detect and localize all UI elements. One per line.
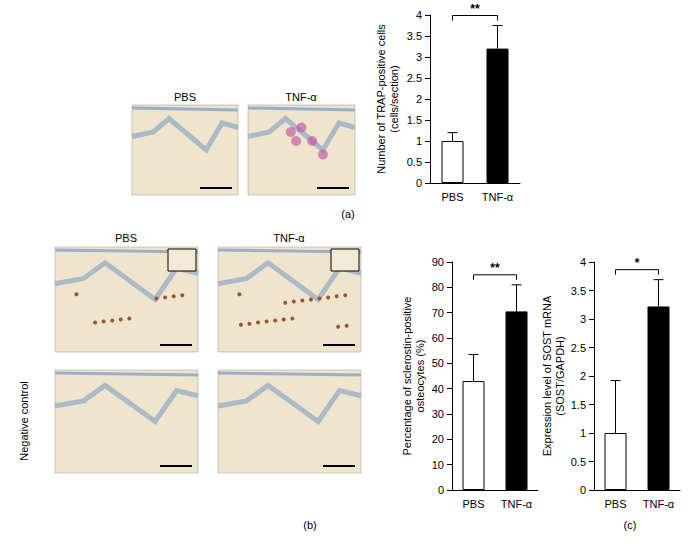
svg-text:0.5: 0.5 xyxy=(571,456,586,468)
svg-text:Number of TRAP-positive cells: Number of TRAP-positive cells xyxy=(375,24,387,174)
svg-text:2: 2 xyxy=(416,93,422,105)
svg-text:PBS: PBS xyxy=(115,232,137,244)
svg-text:80: 80 xyxy=(432,281,444,293)
svg-text:3: 3 xyxy=(416,51,422,63)
svg-text:(SOST/GAPDH): (SOST/GAPDH) xyxy=(554,336,566,415)
svg-text:0: 0 xyxy=(438,484,444,496)
svg-text:4: 4 xyxy=(416,9,422,21)
svg-text:TNF-α: TNF-α xyxy=(501,498,533,510)
svg-text:2: 2 xyxy=(580,370,586,382)
svg-text:90: 90 xyxy=(432,256,444,268)
svg-text:TNF-α: TNF-α xyxy=(285,91,317,103)
svg-text:20: 20 xyxy=(432,433,444,445)
svg-text:4: 4 xyxy=(580,256,586,268)
svg-text:TNF-α: TNF-α xyxy=(273,232,305,244)
svg-text:3.5: 3.5 xyxy=(407,30,422,42)
svg-text:40: 40 xyxy=(432,383,444,395)
svg-text:Percentage of sclerostin-posit: Percentage of sclerostin-positive xyxy=(401,297,413,456)
svg-text:3.5: 3.5 xyxy=(571,285,586,297)
svg-text:Negative control: Negative control xyxy=(18,381,30,461)
svg-text:(c): (c) xyxy=(624,519,637,531)
svg-text:TNF-α: TNF-α xyxy=(482,191,514,203)
svg-text:*: * xyxy=(635,256,640,270)
svg-text:(cells/section): (cells/section) xyxy=(388,65,400,132)
svg-text:1: 1 xyxy=(416,135,422,147)
svg-text:**: ** xyxy=(470,2,480,16)
svg-text:0: 0 xyxy=(580,484,586,496)
svg-text:1.5: 1.5 xyxy=(571,399,586,411)
svg-text:60: 60 xyxy=(432,332,444,344)
svg-text:3: 3 xyxy=(580,313,586,325)
svg-text:(a): (a) xyxy=(341,208,354,220)
svg-text:PBS: PBS xyxy=(441,191,463,203)
svg-text:1: 1 xyxy=(580,427,586,439)
svg-text:1.5: 1.5 xyxy=(407,114,422,126)
svg-text:**: ** xyxy=(490,261,500,275)
svg-text:0: 0 xyxy=(416,177,422,189)
svg-text:PBS: PBS xyxy=(604,498,626,510)
svg-text:70: 70 xyxy=(432,307,444,319)
svg-text:(b): (b) xyxy=(303,519,316,531)
svg-text:osteocytes (%): osteocytes (%) xyxy=(414,340,426,413)
svg-text:2.5: 2.5 xyxy=(571,342,586,354)
svg-text:Expression level of SOST mRNA: Expression level of SOST mRNA xyxy=(541,295,553,456)
svg-text:PBS: PBS xyxy=(462,498,484,510)
svg-text:2.5: 2.5 xyxy=(407,72,422,84)
svg-text:0.5: 0.5 xyxy=(407,156,422,168)
svg-text:TNF-α: TNF-α xyxy=(643,498,675,510)
svg-text:10: 10 xyxy=(432,459,444,471)
svg-text:50: 50 xyxy=(432,357,444,369)
svg-text:30: 30 xyxy=(432,408,444,420)
svg-text:PBS: PBS xyxy=(174,91,196,103)
